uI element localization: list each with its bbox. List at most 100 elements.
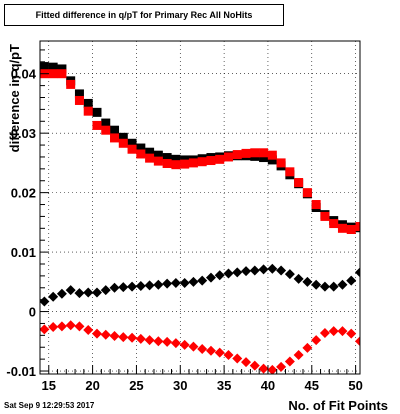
data-point [337, 279, 348, 290]
series-3 [40, 263, 360, 307]
y-tick-label: 0 [29, 305, 36, 320]
y-tick-label: 0.04 [11, 67, 37, 82]
data-point [153, 336, 164, 347]
y-tick-label: 0.01 [11, 245, 36, 260]
data-point [40, 62, 49, 72]
data-point [170, 278, 181, 289]
data-point [355, 336, 360, 347]
data-point [100, 285, 111, 296]
data-point [57, 69, 67, 79]
data-point [135, 280, 146, 291]
data-point [250, 148, 260, 158]
data-point [145, 153, 155, 163]
data-point [284, 356, 295, 367]
data-point [276, 158, 286, 168]
data-point [267, 155, 277, 165]
data-point [267, 263, 278, 274]
data-point [118, 282, 129, 293]
data-point [241, 266, 252, 277]
data-point [311, 200, 321, 210]
data-point [171, 154, 181, 164]
data-point [40, 296, 50, 307]
y-tick-label: -0.01 [6, 364, 36, 379]
data-point [127, 332, 138, 343]
data-point [179, 339, 190, 350]
data-point [206, 156, 216, 166]
data-point [188, 276, 199, 287]
data-point [48, 322, 59, 333]
data-point [101, 125, 111, 135]
data-point [293, 273, 304, 284]
data-point [101, 118, 111, 128]
data-point [276, 361, 287, 372]
data-point [74, 95, 84, 105]
data-point [328, 326, 339, 337]
data-point [337, 326, 348, 337]
data-point [74, 89, 84, 99]
data-point [40, 324, 50, 335]
data-point [355, 267, 360, 278]
data-point [223, 349, 234, 360]
data-point [74, 288, 85, 299]
data-point [145, 147, 155, 157]
data-point [258, 363, 269, 374]
data-point [188, 158, 198, 168]
data-point [127, 281, 138, 292]
data-point [259, 148, 269, 158]
data-point [109, 330, 120, 341]
data-point [180, 159, 190, 169]
data-point [110, 125, 120, 135]
data-point [197, 275, 208, 286]
data-point [276, 265, 287, 276]
data-point [337, 223, 347, 233]
data-point [153, 279, 164, 290]
x-tick-label: 45 [305, 378, 319, 393]
data-point [355, 222, 360, 232]
data-point [153, 150, 163, 160]
data-point [91, 287, 102, 298]
data-point [302, 342, 313, 353]
data-point [214, 270, 225, 281]
grid-layer [40, 41, 360, 374]
x-tick-label: 30 [173, 378, 187, 393]
y-tick-label: 0.03 [11, 126, 36, 141]
x-tick-label: 20 [85, 378, 99, 393]
data-point [346, 275, 357, 286]
data-point [284, 269, 295, 280]
data-point [83, 324, 94, 335]
data-point [56, 288, 67, 299]
data-point [136, 149, 146, 159]
data-point [56, 321, 67, 332]
data-point [100, 329, 111, 340]
data-point [118, 332, 129, 343]
data-point [91, 328, 102, 339]
data-point [197, 344, 208, 355]
data-point [127, 144, 137, 154]
data-point [329, 219, 339, 229]
x-tick-label: 40 [261, 378, 275, 393]
data-point [162, 153, 172, 163]
data-point [153, 156, 163, 166]
data-point [249, 360, 260, 371]
data-point [109, 282, 120, 293]
data-point [346, 225, 356, 235]
data-point [65, 320, 76, 331]
timestamp: Sat Sep 9 12:29:53 2017 [4, 401, 95, 410]
data-point [66, 79, 76, 89]
data-point [223, 268, 234, 279]
data-point [223, 152, 233, 162]
x-axis-title: No. of Fit Points [288, 398, 388, 413]
data-point [83, 98, 93, 108]
x-tick-label: 15 [42, 378, 56, 393]
data-point [48, 62, 58, 72]
data-point [57, 64, 67, 74]
data-point [241, 148, 251, 158]
marks-layer [40, 62, 360, 374]
data-point [205, 272, 216, 283]
data-point [92, 120, 102, 130]
chart-title: Fitted difference in q/pT for Primary Re… [4, 4, 284, 26]
data-point [319, 281, 330, 292]
series-4 [40, 320, 360, 374]
data-point [311, 279, 322, 290]
